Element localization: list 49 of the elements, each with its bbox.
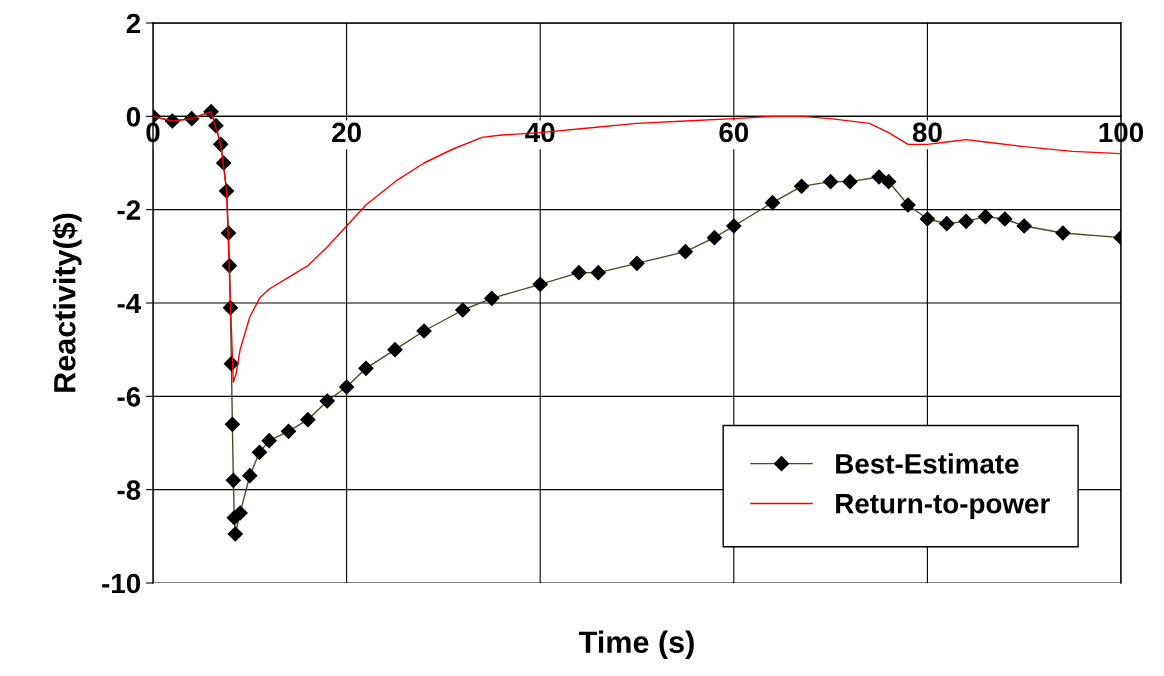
point [629,255,645,271]
y-tick-label: 0 [126,107,141,127]
point [224,416,240,432]
point [958,213,974,229]
point [1055,225,1071,241]
point [251,444,268,460]
point [300,412,316,428]
x-tick-label: 60 [719,122,749,143]
point [225,472,241,488]
y-tick-label: -4 [117,293,142,314]
point [1016,218,1032,234]
point [900,197,916,213]
point [455,302,471,318]
x-axis-title: Time (s) [579,630,694,660]
point [764,195,781,211]
legend-label: Best-Estimate [836,453,1019,474]
point [358,360,374,376]
point [416,323,432,339]
x-tick-label: 80 [912,122,942,143]
point [319,393,335,409]
point [532,276,548,292]
point [793,178,810,194]
x-tick-label: 20 [332,122,361,143]
point [726,218,742,234]
point [977,209,994,225]
y-tick-label: -2 [117,200,141,220]
point [339,379,355,395]
y-tick-label: -10 [102,573,141,594]
point [590,265,606,281]
point [571,265,587,281]
point [227,526,243,542]
point [484,290,500,306]
point [939,216,955,232]
point [242,468,258,484]
point [919,211,935,227]
y-axis-title: Reactivity($) [52,213,82,392]
point [280,423,297,439]
point [881,174,897,190]
y-tick-label: -8 [117,480,141,501]
y-tick-label: -6 [117,387,141,407]
point [387,342,403,358]
legend-label: Return-to-power [836,494,1050,519]
point [823,174,839,190]
point [997,211,1013,227]
point [842,174,858,190]
y-tick-label: 2 [126,13,141,34]
point [677,244,693,260]
point [706,230,723,246]
point [261,433,277,449]
